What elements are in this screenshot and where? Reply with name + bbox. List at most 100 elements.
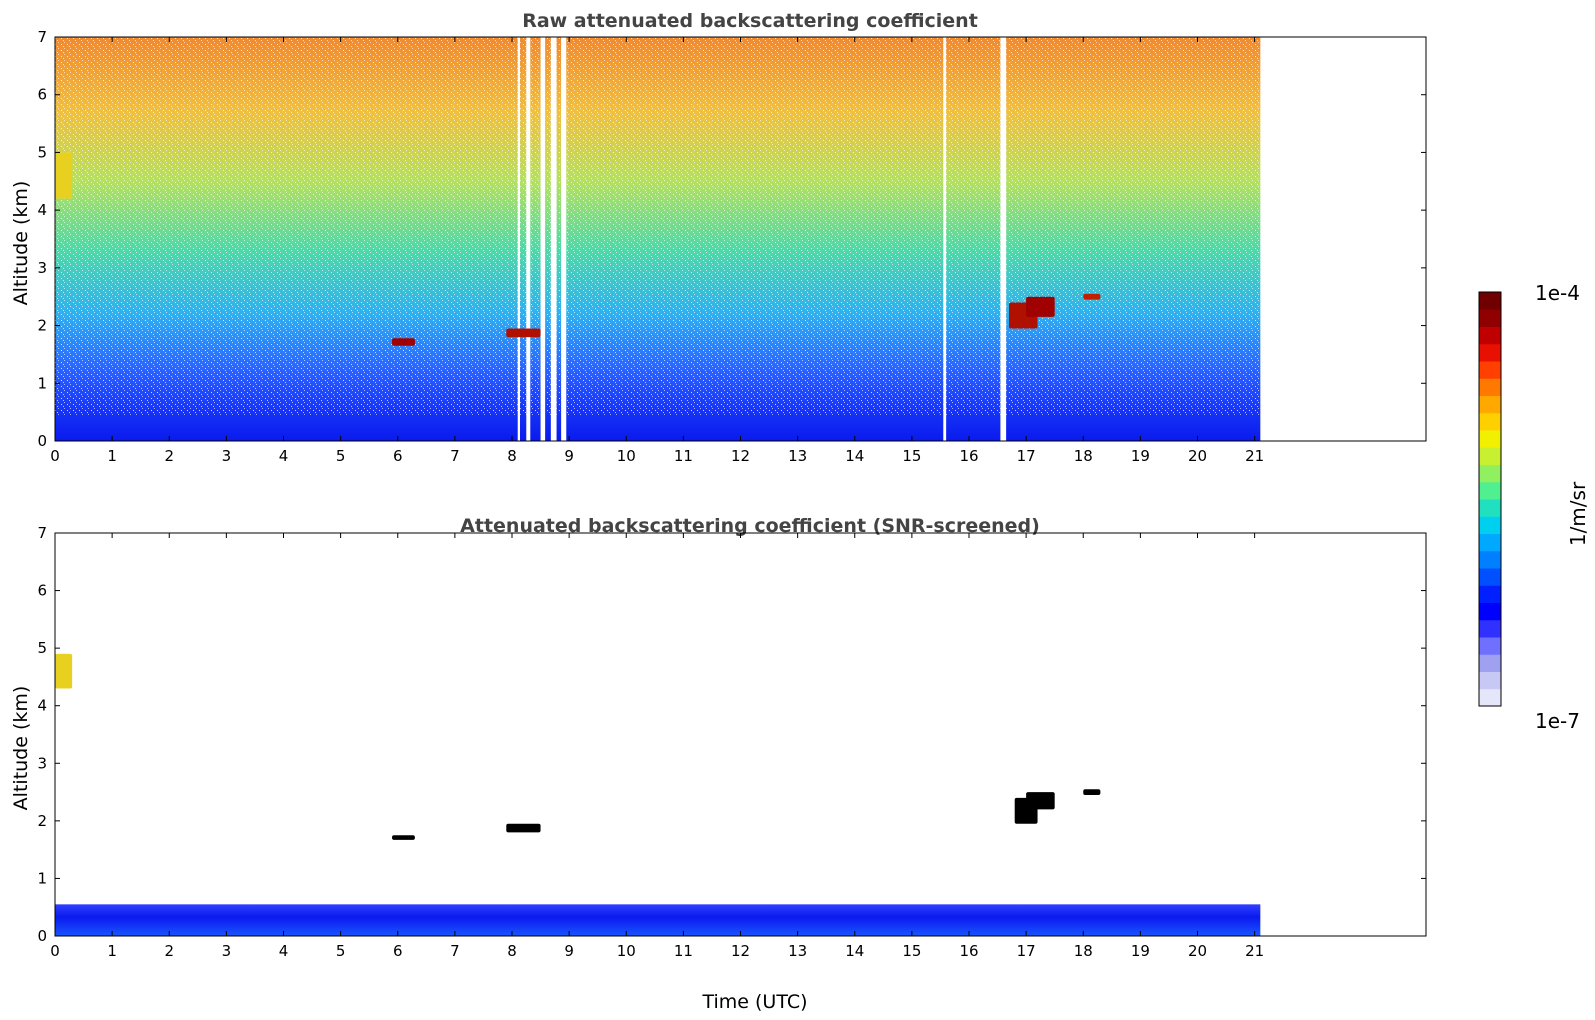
cloud-feature bbox=[506, 823, 541, 833]
x-tick-label: 8 bbox=[507, 447, 517, 465]
x-tick-label: 19 bbox=[1131, 447, 1150, 465]
y-tick-label: 3 bbox=[37, 754, 47, 772]
x-tick-label: 17 bbox=[1017, 447, 1036, 465]
y-tick-label: 1 bbox=[37, 869, 47, 887]
y-tick-label: 4 bbox=[37, 201, 47, 219]
colorbar-swatch bbox=[1479, 326, 1501, 345]
x-tick-label: 5 bbox=[336, 447, 346, 465]
y-tick-label: 0 bbox=[37, 432, 47, 450]
cloud-feature bbox=[1026, 792, 1055, 810]
colorbar-swatch bbox=[1479, 464, 1501, 483]
x-tick-label: 12 bbox=[731, 447, 750, 465]
colorbar-max-label: 1e-4 bbox=[1535, 281, 1580, 305]
colorbar-swatch bbox=[1479, 395, 1501, 414]
x-tick-label: 2 bbox=[164, 447, 174, 465]
y-tick-label: 7 bbox=[37, 28, 47, 46]
y-tick-label: 4 bbox=[37, 697, 47, 715]
x-tick-label: 18 bbox=[1074, 942, 1093, 960]
colorbar-swatch bbox=[1479, 292, 1501, 310]
x-tick-label: 4 bbox=[279, 942, 289, 960]
x-tick-label: 15 bbox=[902, 942, 921, 960]
x-tick-label: 13 bbox=[788, 447, 807, 465]
y-tick-label: 2 bbox=[37, 812, 47, 830]
x-tick-label: 7 bbox=[450, 447, 460, 465]
x-tick-label: 5 bbox=[336, 942, 346, 960]
data-gap bbox=[526, 37, 531, 441]
top-panel-title: Raw attenuated backscattering coefficien… bbox=[522, 10, 978, 32]
bottom-panel-ylabel: Altitude (km) bbox=[10, 686, 32, 811]
x-tick-label: 14 bbox=[845, 447, 864, 465]
y-tick-label: 5 bbox=[37, 143, 47, 161]
x-tick-label: 0 bbox=[50, 447, 60, 465]
snr-screened-panel: Attenuated backscattering coefficient (S… bbox=[10, 515, 1427, 1013]
x-tick-label: 19 bbox=[1131, 942, 1150, 960]
x-tick-label: 16 bbox=[959, 447, 978, 465]
y-tick-label: 6 bbox=[37, 86, 47, 104]
x-tick-label: 9 bbox=[564, 447, 574, 465]
x-tick-label: 10 bbox=[617, 942, 636, 960]
colorbar: 1e-4 1e-7 1/m/sr bbox=[1478, 281, 1590, 733]
x-tick-label: 2 bbox=[164, 942, 174, 960]
y-tick-label: 1 bbox=[37, 374, 47, 392]
top-plot-area bbox=[55, 37, 1261, 441]
cloud-feature bbox=[392, 835, 415, 840]
x-tick-label: 6 bbox=[393, 942, 403, 960]
x-tick-label: 10 bbox=[617, 447, 636, 465]
colorbar-swatch bbox=[1479, 619, 1501, 638]
x-tick-label: 16 bbox=[959, 942, 978, 960]
colorbar-frame bbox=[1478, 291, 1502, 707]
x-tick-label: 3 bbox=[222, 942, 232, 960]
colorbar-swatch bbox=[1479, 637, 1501, 655]
colorbar-swatch bbox=[1479, 654, 1501, 672]
x-tick-label: 20 bbox=[1188, 942, 1207, 960]
colorbar-swatch bbox=[1479, 516, 1501, 534]
cloud-feature bbox=[392, 338, 415, 346]
colorbar-swatch bbox=[1479, 309, 1501, 327]
x-tick-label: 21 bbox=[1245, 447, 1264, 465]
x-tick-label: 14 bbox=[845, 942, 864, 960]
colorbar-swatch bbox=[1479, 550, 1501, 569]
x-tick-label: 0 bbox=[50, 942, 60, 960]
y-tick-label: 7 bbox=[37, 524, 47, 542]
x-tick-label: 11 bbox=[674, 942, 693, 960]
colorbar-swatch bbox=[1479, 585, 1501, 603]
x-tick-label: 18 bbox=[1074, 447, 1093, 465]
colorbar-swatch bbox=[1479, 671, 1501, 690]
colorbar-swatch bbox=[1479, 430, 1501, 448]
data-gap bbox=[540, 37, 546, 441]
cloud-feature bbox=[1026, 296, 1055, 317]
data-gap bbox=[1000, 37, 1007, 441]
cloud-feature bbox=[1083, 789, 1101, 795]
raw-backscatter-panel: Raw attenuated backscattering coefficien… bbox=[10, 10, 1427, 465]
colorbar-swatch bbox=[1479, 481, 1501, 500]
y-tick-label: 5 bbox=[37, 639, 47, 657]
colorbar-swatch bbox=[1479, 568, 1501, 586]
data-gap bbox=[550, 37, 557, 441]
colorbar-swatch bbox=[1479, 602, 1501, 621]
colorbar-swatch bbox=[1479, 499, 1501, 517]
x-tick-label: 17 bbox=[1017, 942, 1036, 960]
cloud-feature bbox=[506, 328, 541, 338]
data-gap bbox=[943, 37, 947, 441]
x-tick-label: 9 bbox=[564, 942, 574, 960]
colorbar-min-label: 1e-7 bbox=[1535, 709, 1580, 733]
cloud-feature bbox=[55, 152, 73, 199]
x-tick-label: 4 bbox=[279, 447, 289, 465]
x-tick-label: 20 bbox=[1188, 447, 1207, 465]
x-tick-label: 3 bbox=[222, 447, 232, 465]
y-tick-label: 0 bbox=[37, 927, 47, 945]
x-tick-label: 8 bbox=[507, 942, 517, 960]
colorbar-swatch bbox=[1479, 533, 1501, 552]
y-tick-label: 6 bbox=[37, 582, 47, 600]
x-tick-label: 1 bbox=[107, 447, 117, 465]
cloud-feature bbox=[55, 653, 73, 689]
bottom-plot-area bbox=[55, 653, 1261, 936]
colorbar-units-label: 1/m/sr bbox=[1566, 481, 1590, 546]
data-gap bbox=[561, 37, 567, 441]
speckle-noise bbox=[55, 37, 1261, 416]
colorbar-swatch bbox=[1479, 343, 1501, 362]
colorbar-swatch bbox=[1479, 378, 1501, 396]
x-tick-label: 13 bbox=[788, 942, 807, 960]
y-tick-label: 3 bbox=[37, 259, 47, 277]
